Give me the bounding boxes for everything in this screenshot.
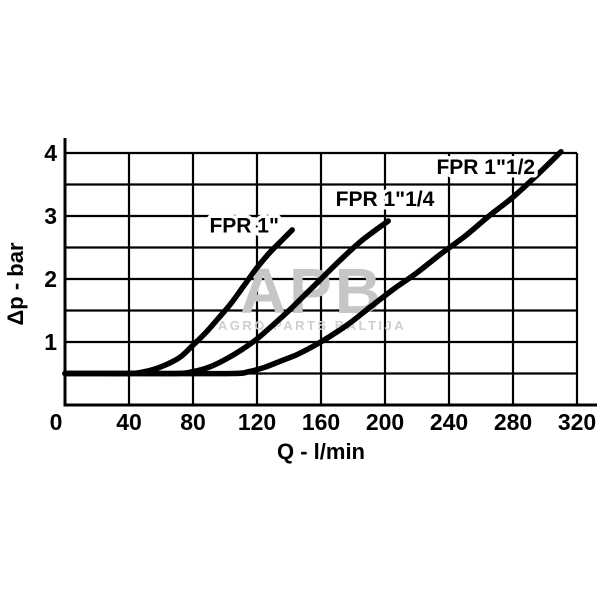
curve-series-2: [62, 148, 564, 377]
x-tick-label: 320: [558, 409, 596, 435]
y-tick-label: 4: [44, 140, 57, 166]
x-tick-label: 80: [180, 409, 206, 435]
x-tick-label: 240: [430, 409, 468, 435]
y-tick-label: 3: [44, 203, 57, 229]
x-tick-label: 40: [116, 409, 142, 435]
y-tick-label: 1: [44, 329, 57, 355]
watermark-text: AGRO PARTS BALTIJA: [218, 318, 406, 333]
curve-label-1: FPR 1"1/4: [336, 188, 435, 211]
x-tick-label: 0: [50, 409, 63, 435]
curve-label-0: FPR 1": [209, 214, 278, 237]
x-tick-label: 160: [302, 409, 340, 435]
y-tick-label: 2: [44, 266, 57, 292]
curve-label-2: FPR 1"1/2: [436, 156, 535, 179]
x-tick-label: 200: [366, 409, 404, 435]
x-tick-label: 120: [238, 409, 276, 435]
x-axis-title: Q - l/min: [277, 439, 365, 464]
y-axis-title: Δp - bar: [3, 242, 28, 326]
x-tick-label: 280: [494, 409, 532, 435]
